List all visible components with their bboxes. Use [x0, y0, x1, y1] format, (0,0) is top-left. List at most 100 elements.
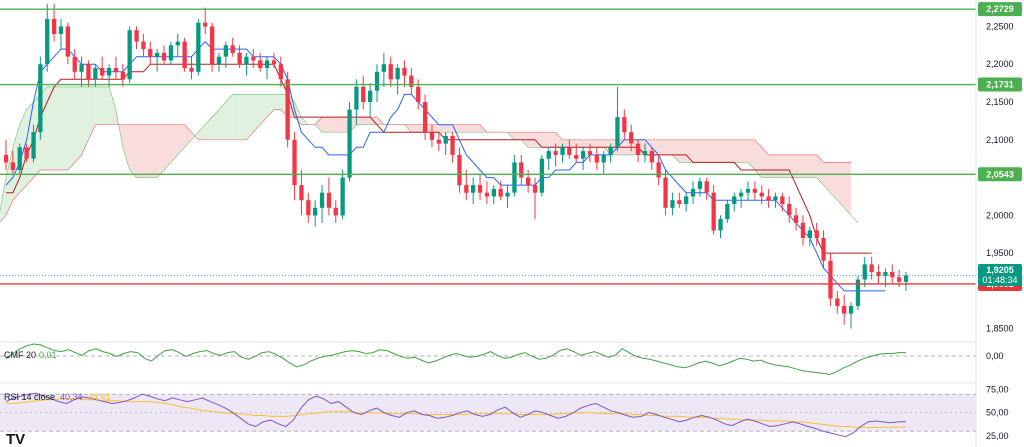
- candle-body: [587, 151, 593, 155]
- candle-body: [897, 277, 902, 282]
- candle-body: [711, 192, 716, 231]
- candle-body: [532, 185, 538, 193]
- candle-body: [608, 147, 613, 155]
- cloud-segment: [693, 139, 700, 163]
- cloud-segment: [143, 124, 151, 178]
- countdown-label: 01:48:34: [982, 275, 1017, 285]
- tradingview-logo[interactable]: TV: [6, 431, 25, 447]
- candle-body: [484, 192, 490, 197]
- cloud-segment: [665, 139, 673, 155]
- candle-body: [223, 45, 228, 57]
- cloud-segment: [706, 139, 714, 163]
- cmf-pane[interactable]: CMF 20 0,01 0,00: [0, 341, 1004, 375]
- candle-body: [793, 215, 799, 223]
- candle-body: [86, 64, 91, 80]
- candle-body: [601, 154, 606, 163]
- candle-body: [3, 154, 9, 163]
- candle-body: [368, 90, 373, 102]
- candle-body: [739, 192, 744, 197]
- candle-body: [903, 275, 909, 282]
- cloud-segment: [830, 162, 838, 201]
- cloud-segment: [727, 139, 735, 163]
- candle-body: [553, 151, 558, 155]
- cloud-segment: [67, 86, 75, 170]
- cloud-segment: [0, 177, 6, 222]
- price-tick-label: 1,8500: [986, 324, 1014, 334]
- cloud-segment: [81, 86, 89, 155]
- candle-body: [670, 200, 675, 208]
- cloud-segment: [782, 154, 790, 178]
- candle-body: [72, 56, 77, 72]
- cloud-segment: [47, 86, 55, 170]
- rsi-tick-label: 75,00: [986, 385, 1009, 395]
- cloud-segment: [164, 124, 171, 170]
- rsi-pane[interactable]: RSI 14 close 40,34 34,41 75,00 50,00 25,00: [0, 382, 1009, 441]
- rsi-ma-value: 34,41: [88, 392, 111, 402]
- cloud-segment: [122, 124, 130, 170]
- price-pane[interactable]: [0, 3, 976, 329]
- candle-body: [704, 181, 709, 193]
- cloud-segment: [555, 132, 563, 148]
- candle-body: [649, 151, 654, 163]
- candle-body: [862, 264, 867, 280]
- candle-body: [835, 298, 840, 306]
- cloud-segment: [150, 124, 158, 178]
- price-axis[interactable]: 2,25002,20002,15002,10002,05002,00001,95…: [975, 0, 1022, 447]
- candle-body: [477, 185, 483, 193]
- cloud-segment: [452, 124, 460, 133]
- horizontal-levels[interactable]: [0, 8, 976, 285]
- candle-body: [244, 56, 249, 65]
- cloud-segment: [548, 132, 556, 148]
- price-tick-label: 1,9500: [986, 248, 1014, 258]
- cloud-segment: [809, 154, 817, 178]
- cloud-segment: [411, 124, 419, 133]
- candle-body: [155, 52, 160, 57]
- cloud-segment: [157, 124, 165, 178]
- cloud-segment: [109, 86, 116, 125]
- candle-body: [855, 279, 861, 306]
- candle-body: [869, 264, 874, 272]
- cloud-segment: [576, 139, 584, 148]
- candle-body: [93, 68, 98, 80]
- candle-body: [491, 188, 496, 197]
- candle-body: [539, 158, 544, 193]
- cloud-segment: [741, 139, 748, 163]
- candle-body: [134, 30, 139, 42]
- cloud-segment: [74, 86, 82, 163]
- candle-body: [814, 230, 819, 238]
- candle-body: [663, 177, 668, 208]
- price-tick-label: 2,0000: [986, 210, 1014, 220]
- cloud-segment: [177, 124, 185, 155]
- candle-body: [642, 151, 648, 155]
- candle-body: [848, 306, 854, 314]
- cloud-segment: [218, 102, 226, 140]
- candle-body: [10, 162, 15, 170]
- candle-body: [278, 64, 283, 80]
- candle-body: [821, 238, 826, 261]
- level-tag-label: 2,1731: [986, 80, 1014, 90]
- price-tick-label: 2,1500: [986, 97, 1014, 107]
- tenkan-line: [5, 40, 886, 292]
- candle-body: [333, 207, 338, 216]
- cloud-segment: [322, 117, 329, 133]
- candle-body: [745, 188, 751, 193]
- candle-body: [31, 132, 36, 159]
- cloud-segment: [754, 139, 762, 178]
- cmf-value: 0,01: [39, 350, 57, 360]
- candle-body: [526, 177, 531, 186]
- cloud-segment: [535, 132, 542, 148]
- candle-body: [622, 117, 627, 133]
- candlesticks[interactable]: [3, 3, 909, 329]
- candle-body: [17, 147, 22, 170]
- cloud-segment: [816, 154, 824, 186]
- current-price-tag-bg: [978, 264, 1022, 286]
- rsi-value: 40,34: [60, 392, 83, 402]
- candle-body: [787, 204, 792, 216]
- candle-body: [773, 196, 778, 201]
- candle-body: [752, 188, 757, 193]
- candle-body: [594, 154, 599, 163]
- candle-body: [828, 260, 833, 299]
- candle-body: [766, 196, 771, 201]
